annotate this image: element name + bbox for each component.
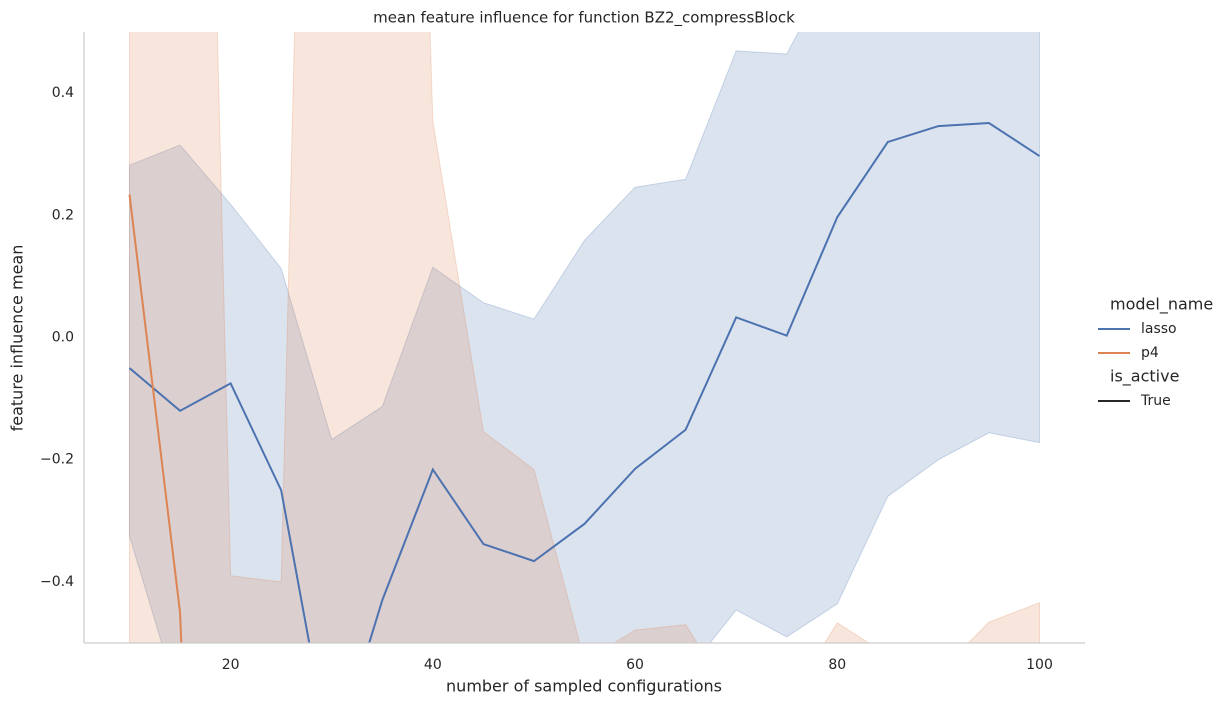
x-tick-label: 20 bbox=[222, 657, 240, 673]
legend-label: lasso bbox=[1141, 321, 1177, 337]
plot-area bbox=[128, 32, 1041, 643]
x-tick-label: 100 bbox=[1026, 657, 1053, 673]
legend-title: model_name bbox=[1110, 295, 1213, 315]
chart-title: mean feature influence for function BZ2_… bbox=[373, 9, 795, 28]
x-tick-label: 60 bbox=[626, 657, 644, 673]
y-tick-label: −0.2 bbox=[40, 452, 74, 468]
confidence-band bbox=[129, 32, 1040, 643]
y-tick-label: 0.0 bbox=[52, 330, 74, 346]
legend-label: True bbox=[1140, 393, 1171, 409]
y-axis-label: feature influence mean bbox=[8, 245, 27, 432]
x-tick-label: 40 bbox=[424, 657, 442, 673]
x-axis-label: number of sampled configurations bbox=[446, 677, 722, 696]
y-tick-label: −0.4 bbox=[40, 574, 74, 590]
y-tick-label: 0.4 bbox=[52, 85, 74, 101]
legend-title: is_active bbox=[1110, 367, 1179, 387]
x-tick-label: 80 bbox=[828, 657, 846, 673]
series-line bbox=[128, 122, 1041, 643]
legend-label: p4 bbox=[1141, 345, 1159, 361]
confidence-band bbox=[129, 32, 1040, 643]
y-tick-label: 0.2 bbox=[52, 207, 74, 223]
